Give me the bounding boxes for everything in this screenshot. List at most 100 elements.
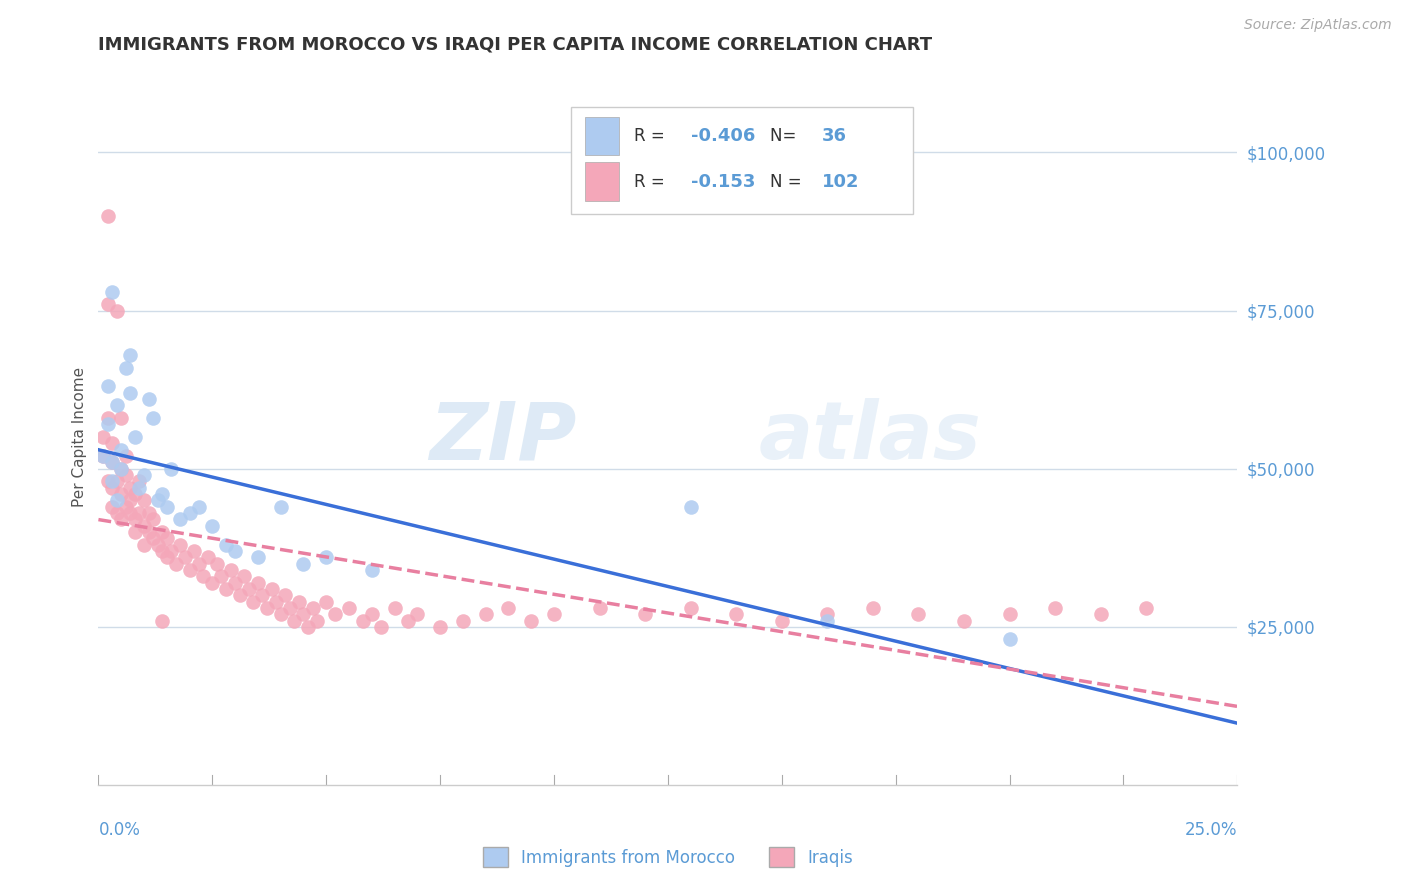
Point: [451, 614, 474, 628]
Text: -0.406: -0.406: [690, 127, 755, 145]
Point: [246, 550, 269, 565]
Point: [105, 475, 128, 489]
Point: [160, 544, 183, 558]
Point: [165, 557, 187, 571]
Point: [150, 524, 173, 539]
Point: [588, 600, 610, 615]
Point: [128, 475, 150, 489]
Point: [91, 430, 114, 444]
Point: [201, 518, 224, 533]
Point: [132, 493, 155, 508]
Point: [120, 481, 142, 495]
Point: [150, 544, 173, 558]
Point: [278, 600, 301, 615]
Point: [124, 487, 146, 501]
Text: atlas: atlas: [759, 398, 981, 476]
Point: [101, 455, 124, 469]
Point: [998, 632, 1021, 647]
Text: IMMIGRANTS FROM MOROCCO VS IRAQI PER CAPITA INCOME CORRELATION CHART: IMMIGRANTS FROM MOROCCO VS IRAQI PER CAP…: [98, 36, 932, 54]
Point: [110, 487, 132, 501]
Point: [246, 575, 269, 590]
Point: [283, 614, 305, 628]
Point: [160, 461, 183, 475]
Point: [242, 594, 264, 608]
Point: [114, 449, 136, 463]
Point: [146, 538, 169, 552]
Point: [114, 468, 136, 483]
Point: [179, 506, 201, 520]
Point: [114, 360, 136, 375]
Text: R =: R =: [634, 173, 669, 191]
Point: [474, 607, 496, 622]
Text: R =: R =: [634, 127, 669, 145]
Point: [187, 557, 209, 571]
Point: [1043, 600, 1066, 615]
Point: [197, 550, 219, 565]
Point: [128, 506, 150, 520]
Point: [270, 500, 292, 514]
Point: [110, 461, 132, 475]
Point: [96, 475, 118, 489]
Point: [142, 531, 165, 545]
Point: [128, 481, 150, 495]
Point: [679, 500, 702, 514]
Text: Source: ZipAtlas.com: Source: ZipAtlas.com: [1244, 18, 1392, 32]
Point: [96, 297, 118, 311]
Point: [679, 600, 702, 615]
Point: [105, 493, 128, 508]
Point: [337, 600, 360, 615]
Point: [156, 500, 179, 514]
Point: [132, 468, 155, 483]
Point: [146, 493, 169, 508]
Point: [138, 506, 160, 520]
Point: [224, 544, 246, 558]
Point: [396, 614, 419, 628]
Point: [183, 544, 205, 558]
Text: 25.0%: 25.0%: [1185, 821, 1237, 838]
Point: [138, 392, 160, 406]
Point: [907, 607, 929, 622]
Point: [228, 588, 250, 602]
Point: [120, 506, 142, 520]
Point: [815, 614, 838, 628]
Point: [124, 524, 146, 539]
Point: [150, 487, 173, 501]
Point: [91, 449, 114, 463]
Point: [150, 614, 173, 628]
Point: [110, 411, 132, 425]
Point: [370, 620, 392, 634]
Point: [105, 399, 128, 413]
Point: [96, 417, 118, 432]
Point: [725, 607, 748, 622]
Point: [120, 348, 142, 362]
Point: [120, 385, 142, 400]
Text: ZIP: ZIP: [429, 398, 576, 476]
FancyBboxPatch shape: [585, 117, 619, 155]
Point: [224, 575, 246, 590]
Point: [169, 538, 191, 552]
Point: [120, 493, 142, 508]
Point: [138, 524, 160, 539]
Point: [96, 411, 118, 425]
Legend: Immigrants from Morocco, Iraqis: Immigrants from Morocco, Iraqis: [477, 840, 859, 874]
Point: [91, 449, 114, 463]
Point: [264, 594, 287, 608]
Point: [142, 512, 165, 526]
Point: [238, 582, 260, 596]
Point: [110, 442, 132, 457]
Point: [215, 582, 238, 596]
Point: [770, 614, 793, 628]
Point: [815, 607, 838, 622]
Point: [105, 303, 128, 318]
Point: [101, 481, 124, 495]
Point: [429, 620, 451, 634]
Point: [114, 500, 136, 514]
Point: [201, 575, 224, 590]
Point: [323, 607, 346, 622]
Point: [209, 569, 232, 583]
Point: [315, 550, 337, 565]
Text: 0.0%: 0.0%: [98, 821, 141, 838]
Point: [124, 430, 146, 444]
Point: [634, 607, 657, 622]
Point: [543, 607, 565, 622]
